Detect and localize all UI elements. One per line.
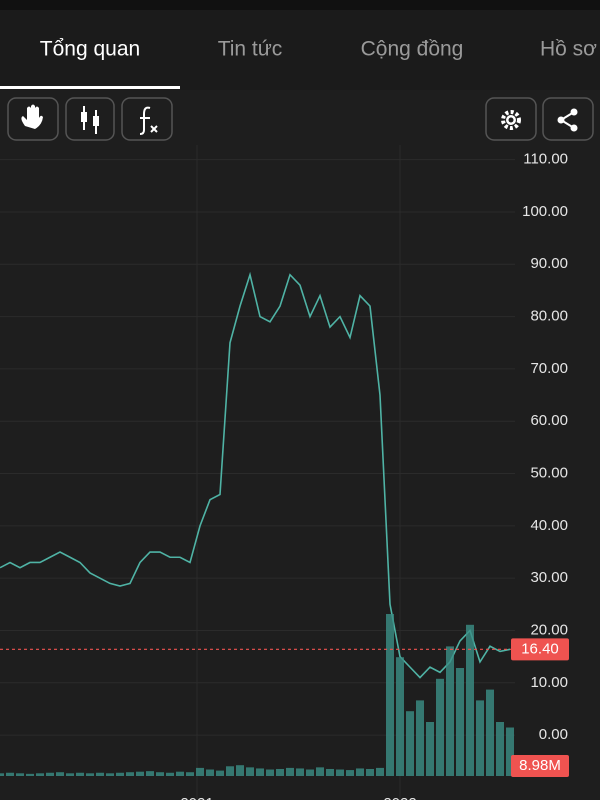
candle-icon	[93, 116, 99, 126]
y-tick-label: 80.00	[530, 308, 568, 325]
volume-bar	[446, 646, 454, 776]
y-tick-label: 30.00	[530, 569, 568, 586]
tab-bar	[0, 10, 600, 90]
y-tick-label: 90.00	[530, 255, 568, 272]
toolbar	[7, 97, 594, 141]
tab[interactable]: Tin tức	[218, 38, 283, 61]
volume-bar	[406, 711, 414, 776]
candle-button[interactable]	[65, 97, 115, 141]
volume-bar	[306, 769, 314, 776]
hand-icon	[21, 104, 43, 129]
volume-bar	[136, 771, 144, 776]
tab[interactable]: Cộng đồng	[361, 38, 464, 61]
volume-bar	[206, 769, 214, 776]
volume-bar	[156, 772, 164, 776]
volume-bar	[506, 727, 514, 776]
fx-icon	[139, 106, 158, 135]
volume-bar	[346, 770, 354, 776]
volume-badge	[511, 755, 569, 777]
share-icon	[570, 124, 578, 132]
volume-bar	[266, 769, 274, 776]
y-tick-label: 40.00	[530, 517, 568, 534]
volume-bar	[426, 722, 434, 776]
volume-bar	[336, 769, 344, 776]
status-strip	[0, 0, 600, 10]
volume-bar	[466, 624, 474, 776]
volume-bar	[486, 689, 494, 776]
volume-bar	[0, 773, 4, 776]
x-tick-label: 2021	[180, 795, 213, 800]
volume-bar	[96, 772, 104, 776]
y-tick-label: 0.00	[539, 726, 568, 743]
volume-bar	[76, 772, 84, 776]
y-tick-label: 110.00	[523, 151, 568, 168]
gear-icon	[508, 117, 514, 123]
volume-bar	[196, 767, 204, 776]
volume-bar	[26, 773, 34, 776]
price-line	[0, 271, 511, 679]
volume-bar	[216, 770, 224, 776]
volume-bar	[86, 773, 94, 776]
volume-bar	[236, 765, 244, 776]
volume-bar	[226, 766, 234, 776]
volume-bar	[396, 657, 404, 776]
volume-bar	[186, 772, 194, 776]
x-tick-label: 2022	[383, 795, 416, 800]
volume-bar	[36, 773, 44, 776]
price-badge-label: 16.40	[521, 640, 559, 657]
chart-bg	[0, 90, 600, 800]
volume-bar	[256, 768, 264, 776]
candle-icon	[81, 112, 87, 122]
share-icon	[570, 108, 578, 116]
volume-bar	[326, 768, 334, 776]
volume-bar	[376, 767, 384, 776]
tab[interactable]: Hồ sơ	[540, 38, 597, 61]
volume-bar	[316, 767, 324, 776]
tab-indicator	[0, 86, 180, 89]
volume-bar	[56, 772, 64, 776]
volume-bar	[296, 768, 304, 776]
y-tick-label: 20.00	[530, 621, 568, 638]
volume-bar	[416, 700, 424, 776]
volume-bar	[126, 772, 134, 776]
volume-bar	[46, 772, 54, 776]
volume-bar	[456, 668, 464, 776]
y-tick-label: 70.00	[530, 360, 568, 377]
price-badge	[511, 638, 569, 661]
volume-bar	[106, 773, 114, 776]
volume-bar	[436, 678, 444, 776]
volume-bar	[6, 772, 14, 776]
volume-bar	[66, 773, 74, 776]
volume-bar	[166, 772, 174, 776]
share-button[interactable]	[542, 97, 594, 141]
y-tick-label: 10.00	[530, 674, 568, 691]
plot: 0.00 10.00 20.00 30.00 40.00 50.00 60.00 70.00 8…	[0, 145, 569, 800]
volume-bar	[116, 772, 124, 776]
volume-bar	[246, 767, 254, 776]
volume-bar	[386, 614, 394, 776]
volume-bar	[146, 771, 154, 776]
y-tick-label: 50.00	[530, 465, 568, 482]
volume-bar	[476, 700, 484, 776]
volume-bar	[366, 768, 374, 776]
volume-bar	[286, 767, 294, 776]
y-tick-label: 60.00	[530, 412, 568, 429]
volume-bar	[16, 773, 24, 776]
y-tick-label: 100.00	[522, 203, 568, 220]
share-icon	[557, 116, 565, 124]
gear-icon	[501, 110, 521, 130]
volume-badge-label: 8.98M	[519, 757, 561, 774]
volume-bar	[356, 768, 364, 776]
volume-bar	[496, 722, 504, 776]
volume-bar	[176, 771, 184, 776]
tab[interactable]: Tổng quan	[40, 38, 140, 61]
volume-bar	[276, 768, 284, 776]
